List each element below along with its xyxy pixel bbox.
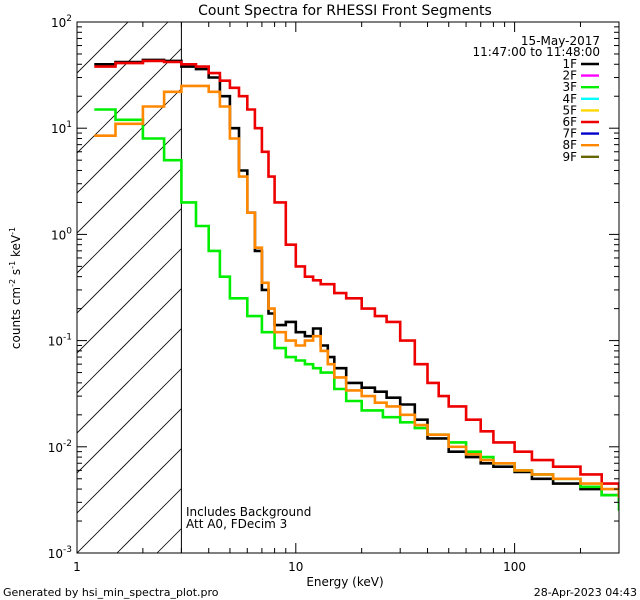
- y-tick-base: 10: [48, 547, 63, 561]
- legend-label: 9F: [562, 150, 577, 164]
- chart-title: Count Spectra for RHESSI Front Segments: [198, 3, 492, 19]
- y-axis-label-exp: -1: [8, 227, 17, 235]
- hatch-line: [77, 22, 249, 194]
- legend-label: 8F: [562, 138, 577, 152]
- y-axis-label-part: counts cm: [9, 287, 23, 349]
- x-tick-label: 1: [73, 560, 81, 574]
- legend-label: 1F: [562, 57, 577, 71]
- y-tick-label: 101: [51, 120, 72, 136]
- legend-label: 3F: [562, 80, 577, 94]
- footer-timestamp: 28-Apr-2023 04:43: [534, 586, 637, 599]
- y-tick-label: 10-2: [48, 439, 72, 455]
- y-tick-base: 10: [51, 228, 66, 242]
- series-8F-line: [94, 84, 619, 498]
- y-tick-base: 10: [48, 441, 63, 455]
- y-tick-exp: -3: [63, 545, 72, 555]
- annotation-attenuator: Att A0, FDecim 3: [186, 517, 287, 531]
- y-tick-base: 10: [48, 335, 63, 349]
- legend-label: 6F: [562, 115, 577, 129]
- date-label: 15-May-2017: [521, 34, 600, 48]
- x-tick-label: 100: [503, 560, 526, 574]
- y-tick-label: 10-1: [48, 333, 72, 349]
- y-axis-label-part: s: [9, 269, 23, 279]
- y-tick-exp: 0: [66, 226, 72, 236]
- series-layer: [94, 58, 619, 511]
- y-tick-exp: 2: [66, 14, 72, 24]
- plot-frame: [76, 21, 620, 554]
- legend-label: 2F: [562, 69, 577, 83]
- y-axis-label-part: keV: [9, 234, 23, 261]
- legend-label: 4F: [562, 92, 577, 106]
- y-axis-label: counts cm-2 s-1 keV-1: [8, 227, 23, 349]
- legend-label: 5F: [562, 103, 577, 117]
- y-tick-exp: -2: [63, 439, 72, 449]
- hatch-line: [77, 22, 169, 114]
- series-6F-line: [94, 59, 619, 496]
- legend-label: 7F: [562, 127, 577, 141]
- y-axis-label-exp: -2: [8, 279, 17, 287]
- y-axis-label-exp: -1: [8, 261, 17, 269]
- y-tick-base: 10: [51, 16, 66, 30]
- y-tick-label: 10-3: [48, 545, 72, 561]
- x-axis-label: Energy (keV): [306, 575, 383, 589]
- y-tick-exp: -1: [63, 333, 72, 343]
- hatch-line: [77, 22, 209, 154]
- y-tick-label: 102: [51, 14, 72, 30]
- y-tick-exp: 1: [66, 120, 72, 130]
- annotation-background: Includes Background: [186, 505, 311, 519]
- y-tick-base: 10: [51, 122, 66, 136]
- y-tick-label: 100: [51, 226, 72, 242]
- x-tick-label: 10: [288, 560, 303, 574]
- time-range-label: 11:47:00 to 11:48:00: [473, 45, 600, 59]
- footer-generated-by: Generated by hsi_min_spectra_plot.pro: [3, 586, 219, 599]
